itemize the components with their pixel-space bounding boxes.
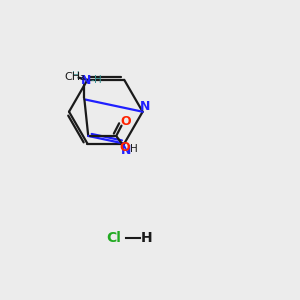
Text: N: N xyxy=(81,74,91,87)
Text: H: H xyxy=(72,71,80,81)
Text: N: N xyxy=(121,144,131,157)
Text: H: H xyxy=(94,75,102,85)
Text: O: O xyxy=(119,141,130,154)
Text: O: O xyxy=(120,115,131,128)
Text: Cl: Cl xyxy=(106,231,121,245)
Text: H: H xyxy=(141,231,153,245)
Text: -: - xyxy=(91,75,94,85)
Text: H: H xyxy=(130,144,138,154)
Text: N: N xyxy=(140,100,150,113)
Text: CH₃: CH₃ xyxy=(64,72,85,82)
